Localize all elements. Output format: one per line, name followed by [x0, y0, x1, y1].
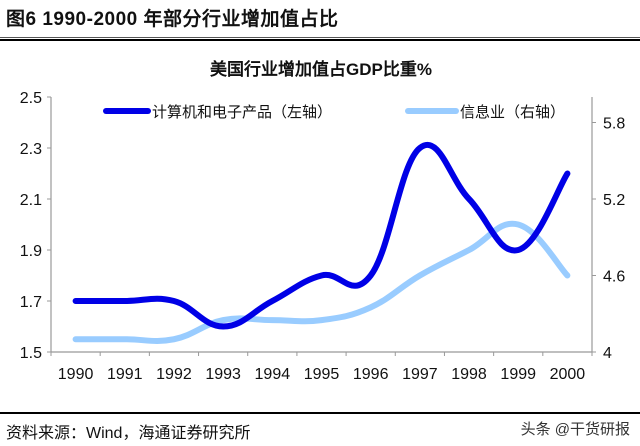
source-rule — [0, 412, 640, 414]
left-tick-label: 1.9 — [20, 243, 42, 260]
right-tick-label: 4.6 — [603, 269, 625, 286]
x-tick-label: 1993 — [205, 366, 241, 383]
x-tick-label: 1990 — [58, 366, 94, 383]
left-tick-label: 1.5 — [20, 345, 42, 362]
line-chart: 美国行业增加值占GDP比重% 1.5 1.7 1.9 2.1 2.3 2.5 4 4.6 5.2… — [20, 59, 626, 383]
left-tick-label: 2.5 — [20, 90, 42, 107]
left-tick-label: 2.3 — [20, 141, 42, 158]
title-rule-thin — [0, 37, 640, 38]
x-tick-label: 1999 — [500, 366, 536, 383]
chart-title: 美国行业增加值占GDP比重% — [210, 59, 432, 79]
x-tick-label: 1995 — [304, 366, 340, 383]
x-tick-label: 1997 — [402, 366, 438, 383]
left-tick-label: 2.1 — [20, 192, 42, 209]
watermark: 头条 @干货研报 — [520, 421, 630, 438]
source-note: 资料来源：Wind，海通证券研究所 — [6, 425, 251, 442]
series-line-computers — [72, 142, 571, 330]
axes: 1.5 1.7 1.9 2.1 2.3 2.5 4 4.6 5.2 5.8 1990 1991 1992… — [20, 90, 626, 383]
figure-title: 图6 1990-2000 年部分行业增加值占比 — [6, 9, 339, 30]
legend-label-computers: 计算机和电子产品（左轴） — [152, 103, 332, 121]
legend: 计算机和电子产品（左轴） 信息业（右轴） — [103, 103, 565, 121]
right-tick-label: 5.2 — [603, 192, 625, 209]
title-rule — [0, 39, 640, 41]
left-tick-label: 1.7 — [20, 294, 42, 311]
x-tick-label: 1996 — [353, 366, 389, 383]
x-tick-label: 1998 — [451, 366, 487, 383]
legend-label-information: 信息业（右轴） — [460, 104, 565, 121]
series-lines — [72, 142, 571, 344]
x-tick-label: 1994 — [255, 366, 291, 383]
x-tick-label: 1992 — [156, 366, 192, 383]
right-tick-label: 5.8 — [603, 116, 625, 133]
right-tick-label: 4 — [603, 345, 612, 362]
x-tick-label: 2000 — [550, 366, 586, 383]
series-line-information — [72, 220, 571, 344]
x-tick-label: 1991 — [107, 366, 143, 383]
